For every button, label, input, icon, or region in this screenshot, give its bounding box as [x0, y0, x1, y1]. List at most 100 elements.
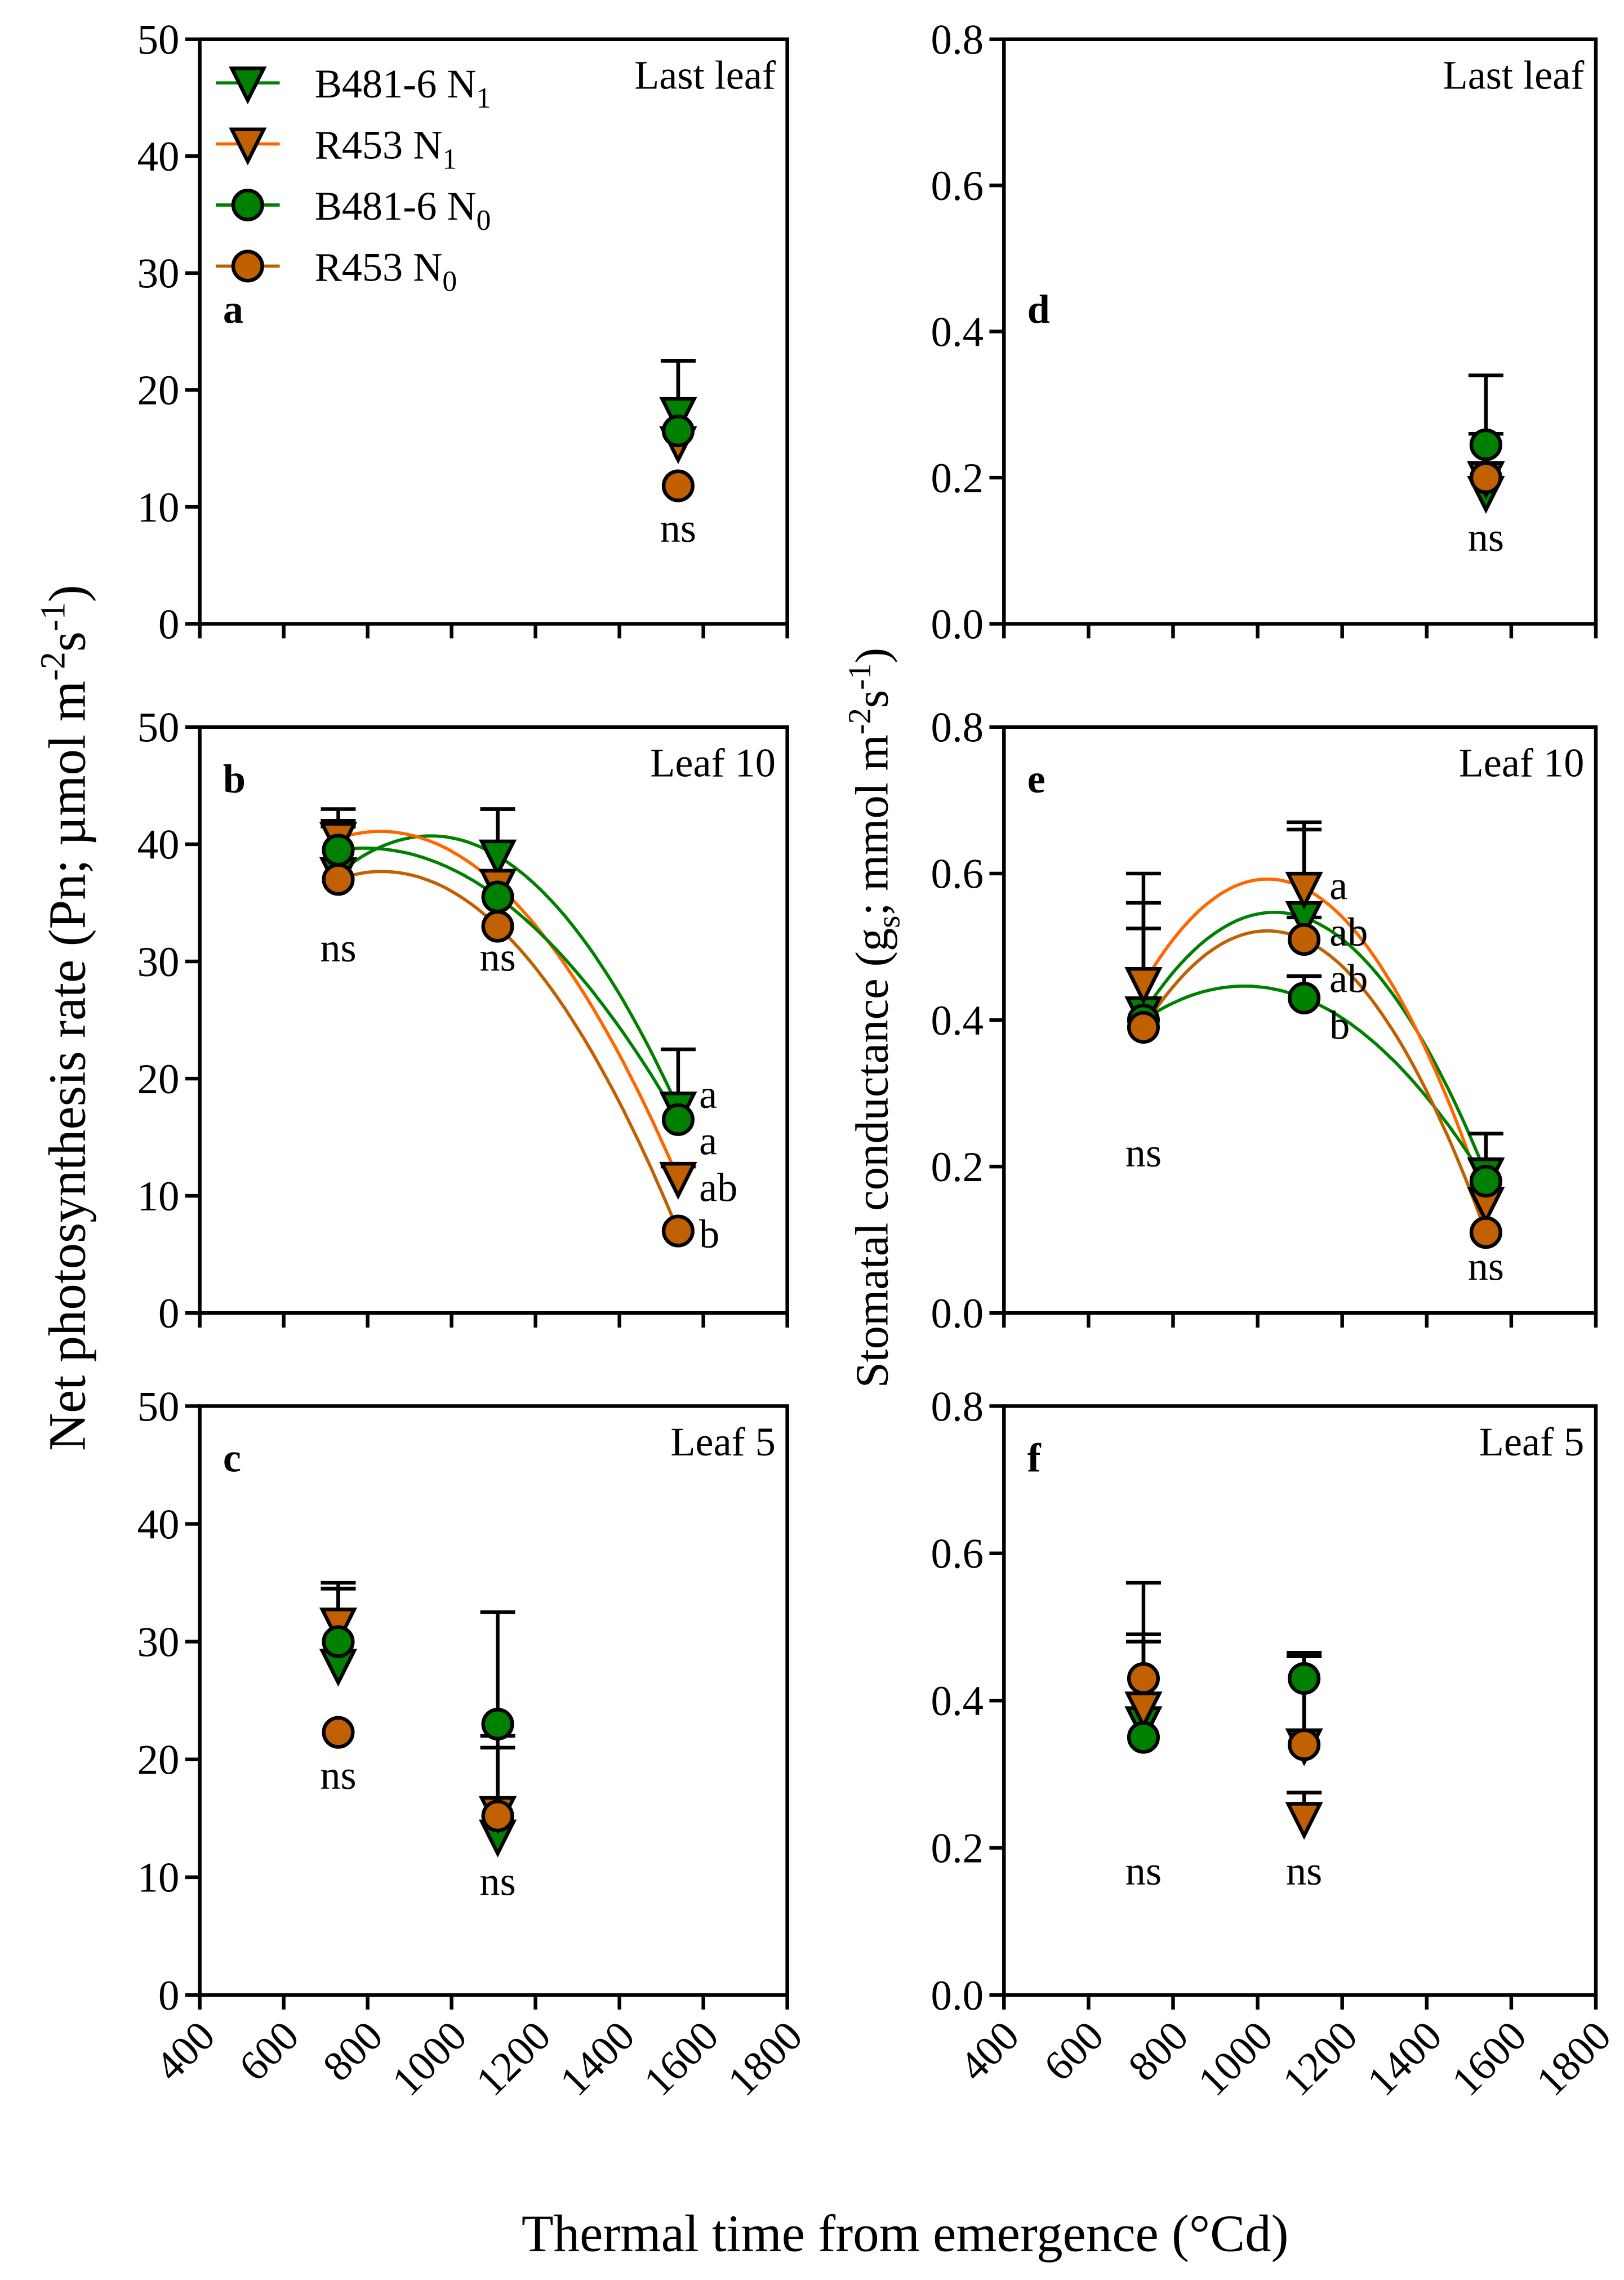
- data-point-circle: [322, 834, 355, 867]
- x-tick-label: 1400: [1358, 2012, 1451, 2105]
- panel-title: Last leaf: [1443, 52, 1585, 97]
- y-tick-label: 10: [137, 1173, 180, 1220]
- y-tick-label: 30: [137, 251, 180, 297]
- y-tick-label: 50: [137, 17, 180, 64]
- plot-frame: [198, 725, 789, 1315]
- panel-d: 0.0 0.2 0.4 0.6 0.8 d Last leaf ns: [931, 17, 1598, 648]
- x-tick-label: 1200: [1274, 2012, 1367, 2105]
- legend-marker-circle: [231, 250, 264, 283]
- significance-label: ns: [320, 1753, 356, 1798]
- significance-label: ab: [1329, 910, 1368, 955]
- significance-label: ns: [320, 925, 356, 970]
- panel-title: Leaf 10: [650, 741, 776, 786]
- data-point-triangle: [1124, 967, 1163, 1005]
- data-point-circle: [1288, 1728, 1321, 1761]
- panel-title: Leaf 5: [1479, 1419, 1585, 1464]
- significance-label: ns: [1286, 1849, 1322, 1894]
- y-tick-label: 20: [137, 1056, 180, 1103]
- significance-label: ns: [1125, 1130, 1162, 1175]
- y-tick-label: 0.8: [931, 17, 984, 64]
- x-tick-label: 400: [146, 2012, 224, 2090]
- data-point-circle: [661, 1214, 695, 1248]
- x-axis-label: Thermal time from emergence (°Cd): [522, 2205, 1289, 2263]
- significance-label: b: [1329, 1003, 1350, 1048]
- significance-label: ab: [1329, 956, 1368, 1001]
- plot-frame: [1002, 37, 1598, 626]
- y-tick-label: 10: [137, 1855, 180, 1902]
- data-point-triangle: [659, 1161, 697, 1200]
- panel-label: d: [1027, 287, 1050, 332]
- data-point-circle: [322, 1716, 355, 1749]
- x-tick-label: 800: [314, 2012, 392, 2090]
- plot-frame: [1002, 725, 1598, 1315]
- x-tick-label: 1600: [635, 2012, 728, 2105]
- plot-frame: [198, 1404, 789, 1997]
- x-tick-label: 1800: [1527, 2012, 1620, 2105]
- legend-label: R453 N1: [315, 122, 457, 175]
- y-tick-label: 40: [137, 133, 180, 180]
- legend-marker-circle: [231, 188, 264, 222]
- x-tick-label: 1000: [1189, 2012, 1282, 2105]
- x-tick-label: 1000: [383, 2012, 476, 2105]
- legend-label: R453 N0: [315, 244, 457, 297]
- data-point-circle: [481, 1707, 514, 1741]
- y-tick-label: 20: [137, 367, 180, 414]
- fit-curve-2: [1142, 985, 1488, 1182]
- significance-label: ns: [479, 1859, 515, 1904]
- data-point-circle: [322, 863, 355, 896]
- data-point-circle: [1288, 1662, 1321, 1695]
- data-point-circle: [661, 414, 695, 448]
- data-point-circle: [1469, 1165, 1502, 1198]
- fit-curve-1: [1142, 878, 1488, 1204]
- y-tick-label: 0.6: [931, 1531, 984, 1578]
- data-point-circle: [481, 1800, 514, 1833]
- data-point-circle: [1127, 1010, 1160, 1044]
- panel-label: f: [1027, 1436, 1042, 1481]
- data-point-circle: [322, 1625, 355, 1658]
- y-tick-label: 0.6: [931, 163, 984, 210]
- data-point-circle: [1288, 981, 1321, 1015]
- data-point-triangle: [478, 839, 517, 878]
- data-point-circle: [1469, 461, 1502, 495]
- x-tick-label: 1400: [551, 2012, 644, 2105]
- legend: B481-6 N1 R453 N1 B481-6 N0 R453 N0: [216, 61, 491, 297]
- panel-title: Leaf 5: [670, 1419, 776, 1464]
- data-point-circle: [1469, 1216, 1502, 1249]
- panel-f: 0.0 0.2 0.4 0.6 0.8 400 600 8001000120014001600…: [931, 1383, 1620, 2105]
- y-axis-label-left: Net photosynthesis rate (Pn; µmol m-2s-1…: [34, 585, 97, 1451]
- y-tick-label: 0.2: [931, 455, 984, 502]
- y-tick-label: 40: [137, 1501, 180, 1548]
- panel-label: c: [223, 1436, 241, 1481]
- y-tick-label: 0.0: [931, 1290, 984, 1337]
- data-point-triangle: [1285, 1802, 1323, 1840]
- x-tick-label: 1600: [1443, 2012, 1536, 2105]
- panel-label: b: [223, 756, 246, 801]
- y-tick-label: 0.2: [931, 1825, 984, 1872]
- y-tick-label: 20: [137, 1737, 180, 1784]
- y-tick-label: 0.4: [931, 998, 984, 1044]
- significance-label: ns: [479, 935, 515, 980]
- y-tick-label: 50: [137, 1383, 180, 1430]
- data-point-triangle: [1285, 871, 1323, 910]
- significance-label: b: [699, 1212, 719, 1257]
- y-tick-label: 0.0: [931, 1972, 984, 2019]
- y-tick-label: 10: [137, 484, 180, 531]
- y-tick-label: 0: [158, 601, 179, 648]
- x-tick-label: 600: [230, 2012, 308, 2090]
- y-tick-label: 0.8: [931, 705, 984, 751]
- data-point-circle: [1469, 428, 1502, 461]
- x-tick-label: 600: [1035, 2012, 1113, 2090]
- x-tick-label: 800: [1119, 2012, 1197, 2090]
- y-tick-label: 30: [137, 1619, 180, 1666]
- plot-frame: [198, 37, 789, 626]
- panel-title: Last leaf: [634, 52, 776, 97]
- y-axis-label-right: Stomatal conductance (gs; mmol m-2s-1): [842, 648, 907, 1388]
- fit-curve-0: [337, 834, 680, 1109]
- y-tick-label: 0: [158, 1972, 179, 2019]
- y-tick-label: 30: [137, 939, 180, 986]
- data-point-circle: [1288, 923, 1321, 956]
- panel-a: 0 10 20 30 40 50 a Last leaf ns: [137, 17, 789, 648]
- x-tick-label: 1800: [719, 2012, 812, 2105]
- y-tick-label: 0.4: [931, 1678, 984, 1725]
